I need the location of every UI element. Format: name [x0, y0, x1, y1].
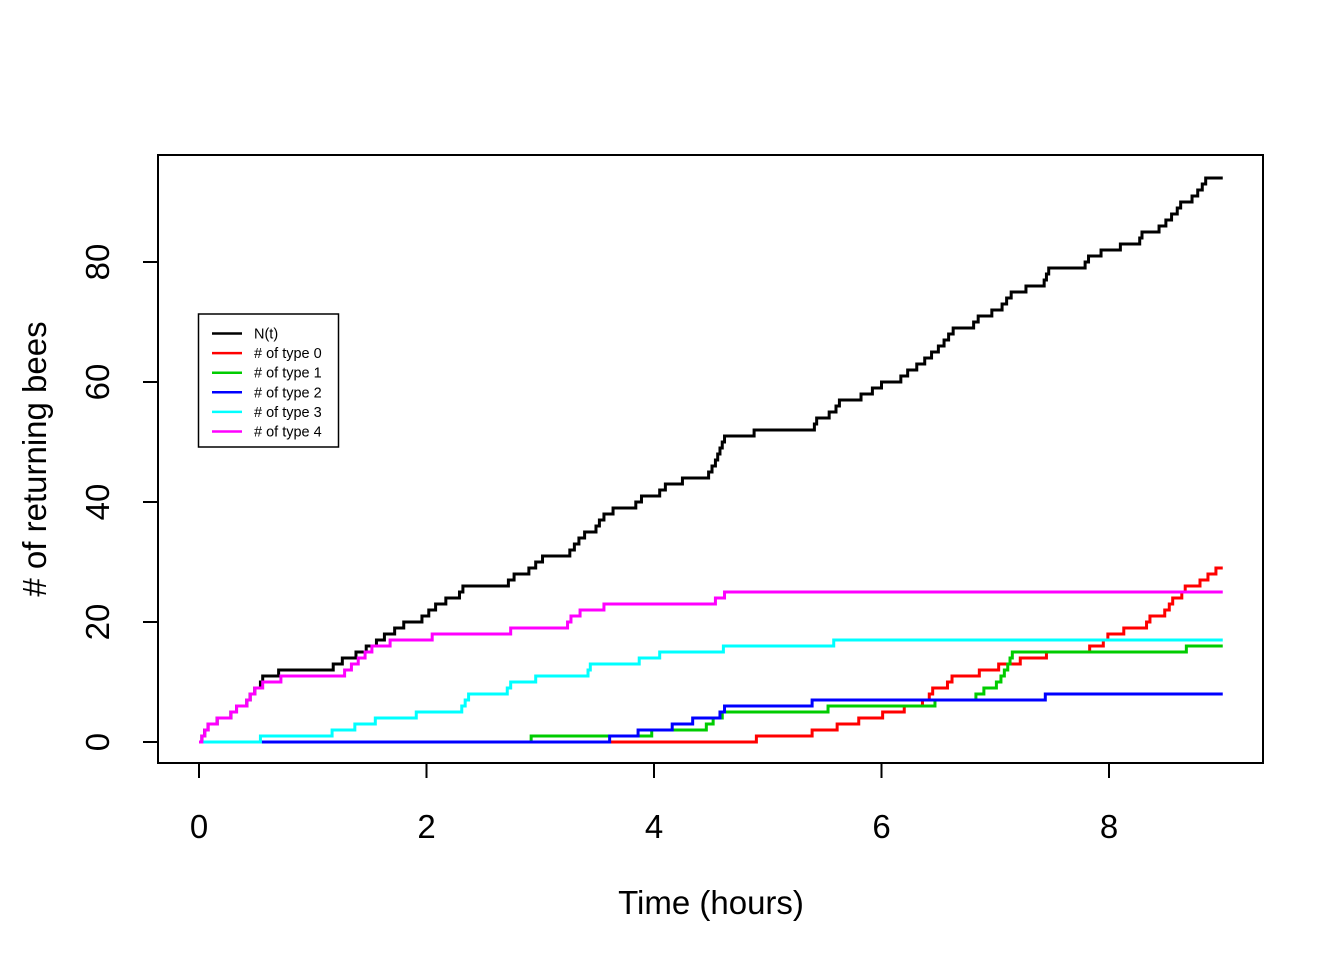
legend-box — [197, 313, 340, 448]
x-tick-label: 0 — [190, 808, 208, 845]
y-tick-label: 60 — [79, 364, 116, 401]
series-line-n-t — [199, 176, 1223, 744]
x-tick-label: 6 — [872, 808, 890, 845]
y-tick-label: 0 — [79, 733, 116, 751]
series-line-type-2 — [199, 692, 1223, 744]
series-line-type-1 — [199, 644, 1223, 744]
y-tick-label: 80 — [79, 244, 116, 281]
series-line-type-0 — [199, 566, 1223, 744]
legend-entry-label-type-4: # of type 4 — [254, 425, 322, 441]
x-axis-title: Time (hours) — [618, 884, 804, 921]
legend: N(t) # of type 0 # of type 1 # of type 2 # o… — [197, 313, 340, 448]
plot-box — [157, 154, 1264, 764]
x-tick-label: 8 — [1100, 808, 1118, 845]
legend-entry-label-type-1: # of type 1 — [254, 366, 322, 382]
legend-entry-label-type-3: # of type 3 — [254, 405, 322, 421]
legend-entry-label-type-2: # of type 2 — [254, 385, 322, 401]
series-group — [199, 176, 1223, 744]
x-tick-label: 4 — [645, 808, 663, 845]
series-line-type-3 — [199, 638, 1223, 744]
legend-entry-label-n-t: N(t) — [254, 327, 278, 343]
y-tick-label: 20 — [79, 604, 116, 641]
x-axis: 0 2 4 6 8 — [190, 763, 1118, 845]
series-line-type-4 — [199, 590, 1223, 744]
legend-entry-label-type-0: # of type 0 — [254, 346, 322, 362]
y-tick-label: 40 — [79, 484, 116, 521]
x-tick-label: 2 — [417, 808, 435, 845]
y-axis: 0 20 40 60 80 — [79, 244, 158, 751]
y-axis-title: # of returning bees — [16, 321, 53, 596]
